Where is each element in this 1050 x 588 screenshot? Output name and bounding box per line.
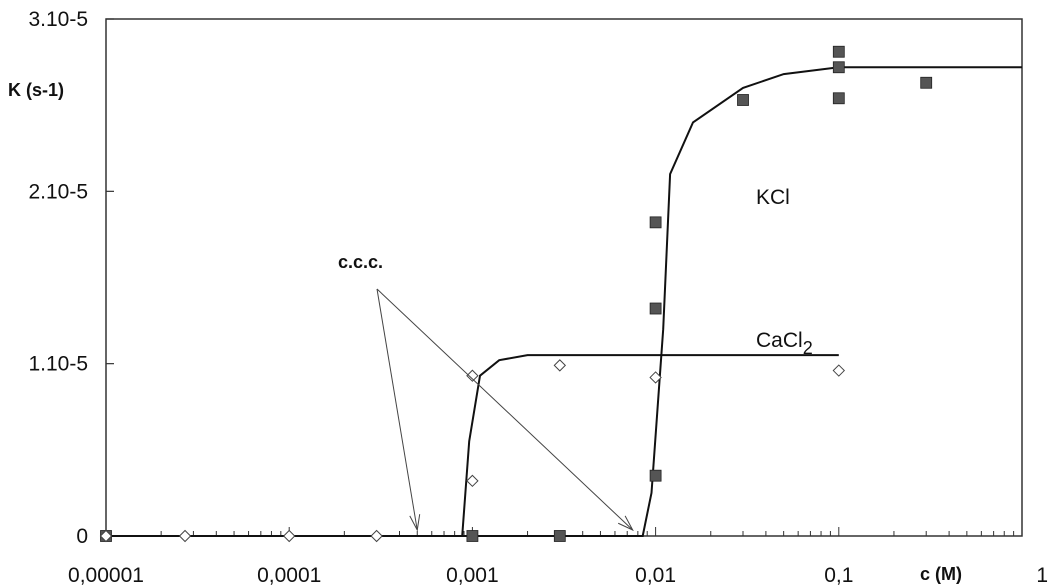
y-tick-label: 0 xyxy=(76,525,88,548)
kcl-series-label: KCl xyxy=(756,186,790,209)
point-kcl xyxy=(466,530,479,542)
ccc-arrow-line xyxy=(376,288,634,531)
point-kcl xyxy=(832,92,845,105)
point-cacl2 xyxy=(832,364,846,377)
x-tick-label: 0,0001 xyxy=(257,564,321,587)
cacl2-label-subscript: 2 xyxy=(803,338,813,358)
ccc-arrows xyxy=(376,288,634,532)
point-kcl xyxy=(649,302,662,315)
y-axis-label: K (s-1) xyxy=(8,80,64,100)
x-tick-label: 0,1 xyxy=(824,564,853,587)
point-kcl xyxy=(649,469,662,482)
point-kcl xyxy=(832,45,845,58)
point-kcl xyxy=(920,76,933,89)
data-points xyxy=(99,45,933,543)
tick-labels: 0 1.10-5 2.10-5 3.10-5 0,00001 0,0001 0,001 0,0… xyxy=(28,8,1048,587)
x-tick-label: 0,00001 xyxy=(68,564,144,587)
point-cacl2 xyxy=(178,529,192,543)
curve-cacl2 xyxy=(106,354,839,537)
point-cacl2 xyxy=(649,371,662,384)
x-tick-label: 1 xyxy=(1036,564,1048,587)
point-cacl2 xyxy=(466,474,479,488)
fit-curves xyxy=(106,66,1022,537)
point-cacl2 xyxy=(99,529,113,543)
plot-frame xyxy=(105,18,1023,537)
point-kcl xyxy=(832,61,845,74)
y-tick-label: 1.10-5 xyxy=(28,353,88,376)
point-kcl xyxy=(553,530,566,542)
cacl2-label-base: CaCl xyxy=(756,329,803,352)
ccc-annotation-label: c.c.c. xyxy=(338,252,383,272)
point-cacl2 xyxy=(466,369,479,382)
point-kcl xyxy=(737,94,749,106)
ccc-arrow-head xyxy=(617,515,634,532)
curve-kcl xyxy=(106,66,1022,537)
ccc-arrow-head xyxy=(409,514,421,532)
ccc-arrow-line xyxy=(376,288,418,531)
cacl2-series-label: CaCl2 xyxy=(756,329,813,358)
point-kcl xyxy=(649,216,662,229)
plot-border xyxy=(105,18,1023,537)
y-tick-label: 2.10-5 xyxy=(28,180,88,203)
x-tick-label: 0,001 xyxy=(446,564,499,587)
x-tick-label: 0,01 xyxy=(635,564,676,587)
point-cacl2 xyxy=(553,359,567,372)
x-axis-label: c (M) xyxy=(920,564,962,584)
y-tick-label: 3.10-5 xyxy=(28,8,88,31)
point-cacl2 xyxy=(370,529,383,543)
point-cacl2 xyxy=(282,529,296,543)
